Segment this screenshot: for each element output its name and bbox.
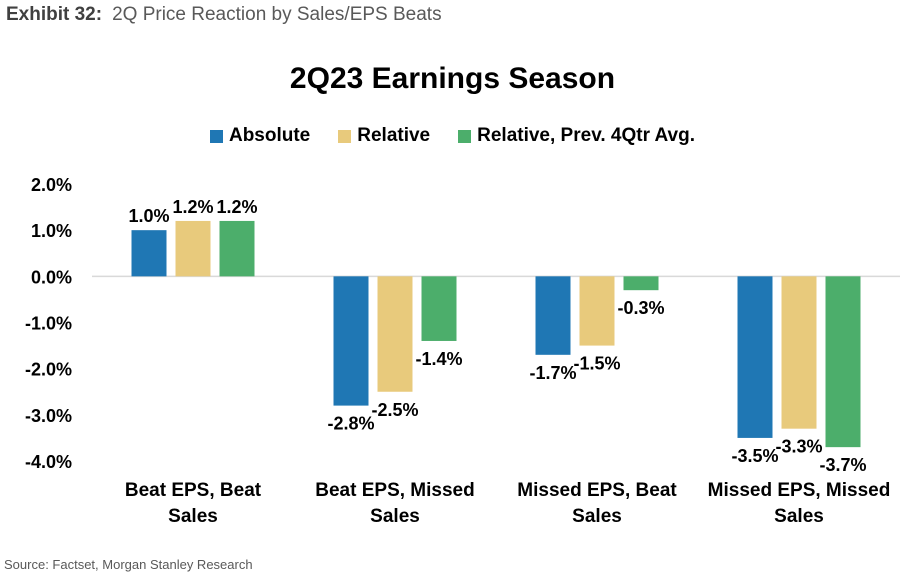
x-category-label: Sales: [774, 506, 824, 527]
data-label: -3.5%: [731, 446, 778, 466]
bar-relative-prev-4qtr-avg: [219, 220, 255, 277]
x-category-label: Sales: [370, 506, 420, 527]
bar-relative: [377, 276, 413, 392]
exhibit-number: Exhibit 32:: [6, 4, 103, 25]
chart-title: 2Q23 Earnings Season: [289, 62, 616, 95]
data-label: 1.2%: [172, 197, 213, 217]
bar-relative: [579, 276, 615, 346]
data-label: -1.4%: [415, 349, 462, 369]
bar-absolute: [131, 230, 167, 277]
x-category-label: Missed EPS, Beat: [517, 480, 677, 501]
y-tick-label: 0.0%: [31, 267, 72, 287]
legend-swatch-absolute: [209, 129, 223, 143]
legend-swatch-relative: [338, 129, 352, 143]
x-category-label: Missed EPS, Missed: [708, 480, 891, 501]
bar-relative: [781, 276, 817, 429]
y-tick-label: -1.0%: [25, 314, 72, 334]
source-note: Source: Factset, Morgan Stanley Research: [4, 557, 253, 572]
data-label: -1.7%: [529, 363, 576, 383]
data-label: -2.5%: [371, 400, 418, 420]
bar-absolute: [535, 276, 571, 355]
data-label: 1.2%: [216, 197, 257, 217]
x-category-label: Sales: [572, 506, 622, 527]
bar-relative-prev-4qtr-avg: [623, 276, 659, 291]
legend-label-relative-prev-4qtr: Relative, Prev. 4Qtr Avg.: [477, 125, 696, 146]
data-label: -2.8%: [327, 414, 374, 434]
bar-absolute: [333, 276, 369, 406]
exhibit-caption: 2Q Price Reaction by Sales/EPS Beats: [112, 4, 442, 25]
y-tick-label: -4.0%: [25, 452, 72, 472]
bar-relative-prev-4qtr-avg: [825, 276, 861, 448]
x-category-label: Sales: [168, 506, 218, 527]
legend-item-relative: Relative: [338, 125, 430, 147]
data-label: -3.3%: [775, 437, 822, 457]
data-label: -1.5%: [573, 354, 620, 374]
legend-swatch-relative-prev-4qtr: [458, 129, 472, 143]
data-label: -3.7%: [819, 455, 866, 475]
y-tick-label: 2.0%: [31, 175, 72, 195]
x-category-label: Beat EPS, Beat: [125, 480, 262, 501]
legend-label-absolute: Absolute: [228, 125, 311, 146]
exhibit-header: Exhibit 32: 2Q Price Reaction by Sales/EP…: [6, 4, 442, 26]
y-tick-label: -3.0%: [25, 406, 72, 426]
y-tick-label: 1.0%: [31, 221, 72, 241]
y-tick-label: -2.0%: [25, 360, 72, 380]
data-label: 1.0%: [128, 206, 169, 226]
legend-item-absolute: Absolute: [209, 125, 311, 147]
chart-legend: Absolute Relative Relative, Prev. 4Qtr A…: [0, 125, 905, 147]
legend-label-relative: Relative: [357, 125, 431, 146]
x-category-label: Beat EPS, Missed: [315, 480, 474, 501]
bar-relative-prev-4qtr-avg: [421, 276, 457, 341]
bar-relative: [175, 220, 211, 277]
legend-item-relative-prev-4qtr: Relative, Prev. 4Qtr Avg.: [458, 125, 695, 147]
data-label: -0.3%: [617, 298, 664, 318]
bar-absolute: [737, 276, 773, 438]
